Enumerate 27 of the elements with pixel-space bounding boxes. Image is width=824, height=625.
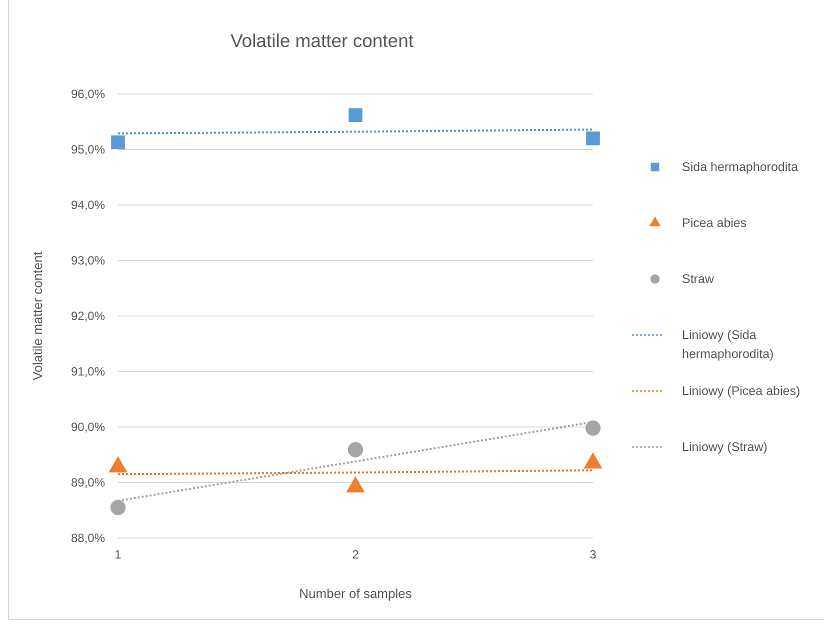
x-tick-label: 3 [590,548,597,562]
y-tick-label: 89,0% [70,475,106,490]
point [111,135,125,150]
point [348,108,362,122]
legend-label: Straw [682,272,715,286]
point [346,476,365,492]
point [586,132,600,146]
y-tick-label: 92,0% [70,308,106,323]
legend-label: Liniowy (Sida hermaphorodita) [682,328,774,361]
y-tick-label: 90,0% [70,420,106,434]
y-tick-label: 93,0% [70,253,106,268]
x-tick-label: 2 [352,548,360,562]
point [584,452,602,468]
legend-label: Sida hermaphorodita [682,160,798,174]
y-axis-title: Volatile matter content [30,251,45,380]
legend-label: Picea abies [682,216,747,230]
y-tick-label: 96,0% [70,86,106,101]
y-tick-label: 95,0% [70,142,106,156]
point [108,456,128,472]
x-axis-title: Number of samples [299,586,412,601]
legend-label: Liniowy (Straw) [682,440,768,454]
y-tick-label: 91,0% [70,364,106,378]
chart-title: Volatile matter content [230,30,414,51]
y-tick-label: 88,0% [70,530,106,545]
y-tick-label: 94,0% [70,198,106,212]
legend-label: Liniowy (Picea abies) [682,384,800,398]
x-tick-label: 1 [114,548,122,562]
